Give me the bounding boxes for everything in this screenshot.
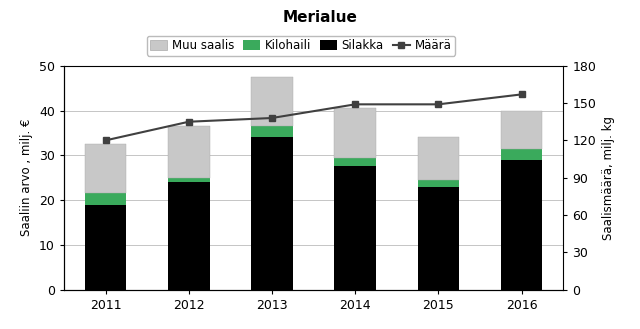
Bar	[168, 126, 210, 178]
Bar	[500, 160, 543, 290]
Bar	[334, 166, 376, 290]
Bar	[84, 144, 127, 193]
Bar	[418, 138, 460, 180]
Bar	[251, 138, 293, 290]
Y-axis label: Saaliin arvo , milj. €: Saaliin arvo , milj. €	[20, 119, 33, 237]
Bar	[251, 126, 293, 138]
Bar	[168, 178, 210, 182]
Bar	[84, 205, 127, 290]
Text: Merialue: Merialue	[283, 10, 357, 25]
Bar	[168, 182, 210, 290]
Bar	[500, 111, 543, 149]
Bar	[334, 108, 376, 158]
Bar	[251, 77, 293, 126]
Y-axis label: Saalismäärä, milj. kg: Saalismäärä, milj. kg	[602, 116, 614, 240]
Bar	[418, 187, 460, 290]
Bar	[418, 180, 460, 187]
Legend: Muu saalis, Kilohaili, Silakka, Määrä: Muu saalis, Kilohaili, Silakka, Määrä	[147, 36, 455, 56]
Bar	[334, 158, 376, 166]
Bar	[84, 193, 127, 205]
Bar	[500, 149, 543, 160]
